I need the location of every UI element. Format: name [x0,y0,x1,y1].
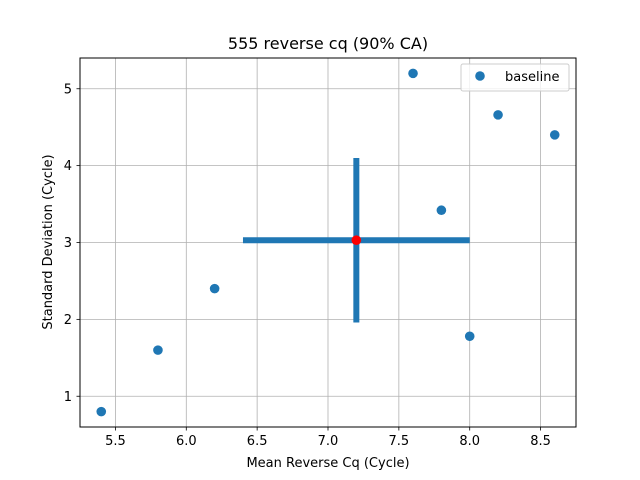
data-point [549,130,560,140]
center-point [351,235,362,245]
x-tick-label: 5.5 [105,434,126,449]
y-axis-label: Standard Deviation (Cycle) [41,154,56,329]
y-tick-label: 3 [64,236,72,251]
x-axis-ticks: 5.5 6.0 6.5 7.0 7.5 8.0 8.5 [105,427,551,449]
data-point [408,68,418,79]
data-point [209,283,220,294]
x-tick-label: 8.5 [530,434,551,449]
x-axis-label: Mean Reverse Cq (Cycle) [246,456,409,471]
x-tick-label: 7.0 [318,434,339,449]
x-tick-label: 6.5 [247,434,268,449]
data-point [464,331,475,342]
y-tick-label: 1 [64,390,72,405]
legend-marker [475,71,485,81]
legend-label: baseline [505,70,559,85]
x-tick-label: 8.0 [459,434,480,449]
x-tick-label: 6.0 [176,434,197,449]
legend-box [460,63,570,92]
y-axis-ticks: 1 2 3 4 5 [64,82,80,405]
data-points [96,68,560,417]
y-tick-label: 5 [64,82,72,97]
y-tick-label: 2 [64,313,72,328]
data-point [153,345,163,355]
x-tick-label: 7.5 [389,434,410,449]
legend: baseline [460,63,570,92]
chart-title: 555 reverse cq (90% CA) [228,34,428,53]
data-point [96,406,107,417]
data-point [493,110,503,120]
y-tick-label: 4 [64,159,72,174]
plot-frame [79,57,577,428]
data-point [436,205,447,216]
